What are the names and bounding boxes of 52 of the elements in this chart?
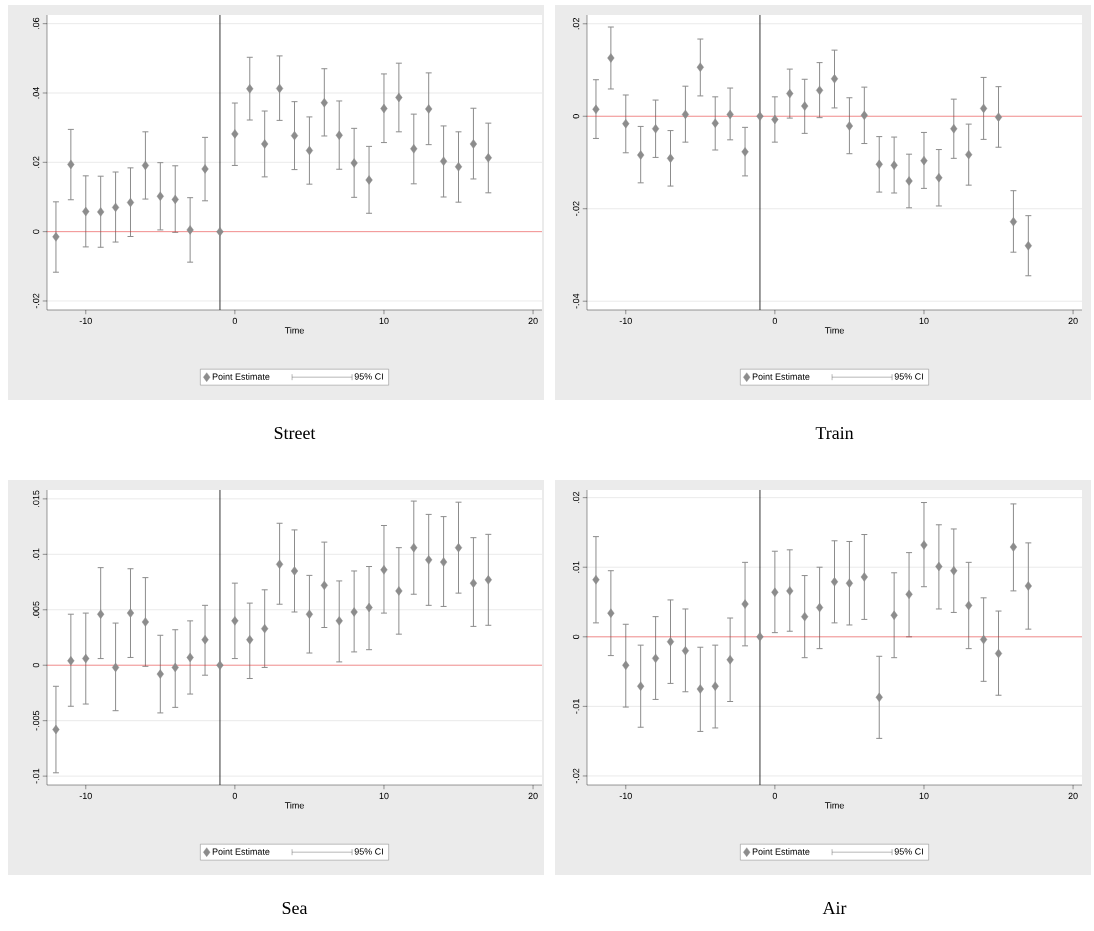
- text: Sea: [282, 902, 308, 915]
- x-tick-label: 20: [528, 792, 538, 800]
- legend-label: Point Estimate: [212, 848, 270, 855]
- x-axis-title: Time: [284, 326, 304, 334]
- x-tick-label: 20: [528, 317, 538, 325]
- x-tick-label: -10: [79, 317, 92, 325]
- y-tick-label: -.005: [32, 710, 40, 731]
- x-tick-label: 0: [232, 792, 238, 800]
- y-tick-label: 0: [32, 229, 40, 234]
- x-tick-label: 0: [772, 792, 778, 800]
- y-tick-label: -.02: [572, 768, 580, 784]
- text: Air: [822, 902, 847, 914]
- x-tick-label: 20: [1068, 317, 1078, 325]
- x-axis-title: Time: [284, 801, 304, 809]
- text: 95% CI: [894, 373, 923, 380]
- y-tick-label: -.02: [572, 201, 580, 217]
- y-tick-label: -.01: [32, 768, 40, 784]
- x-axis-title: Time: [824, 801, 844, 809]
- x-tick-label: 10: [919, 792, 929, 800]
- legend-label: Point Estimate: [752, 848, 810, 855]
- y-tick-label: .015: [32, 490, 40, 507]
- y-tick-label: 0: [572, 114, 580, 119]
- y-tick-label: .04: [32, 87, 40, 99]
- text: 95% CI: [354, 373, 383, 380]
- y-tick-label: 0: [32, 663, 40, 668]
- x-tick-label: -10: [79, 792, 92, 800]
- x-tick-label: 10: [379, 792, 389, 800]
- y-tick-label: .02: [32, 156, 40, 168]
- x-tick-label: 10: [919, 317, 929, 325]
- text: 95% CI: [354, 848, 383, 855]
- y-tick-label: -.01: [572, 699, 580, 714]
- x-tick-label: -10: [619, 317, 632, 325]
- y-tick-label: .06: [32, 17, 40, 30]
- y-tick-label: .02: [572, 491, 580, 504]
- y-tick-label: -.02: [32, 293, 40, 309]
- legend-label: Point Estimate: [752, 373, 810, 380]
- x-tick-label: -10: [619, 792, 632, 800]
- y-tick-label: 0: [572, 634, 580, 639]
- y-tick-label: .01: [32, 548, 40, 560]
- y-tick-label: .005: [32, 601, 40, 618]
- x-tick-label: 20: [1068, 792, 1078, 800]
- x-tick-label: 0: [232, 317, 238, 325]
- legend-label: Point Estimate: [212, 373, 270, 380]
- text: Street: [274, 427, 316, 440]
- y-tick-label: .01: [572, 561, 580, 573]
- x-tick-label: 10: [379, 317, 389, 325]
- text: 95% CI: [894, 848, 923, 855]
- text: Train: [815, 427, 854, 440]
- x-axis-title: Time: [824, 326, 844, 334]
- y-tick-label: .02: [572, 18, 580, 30]
- x-tick-label: 0: [772, 317, 778, 325]
- y-tick-label: -.04: [572, 293, 580, 309]
